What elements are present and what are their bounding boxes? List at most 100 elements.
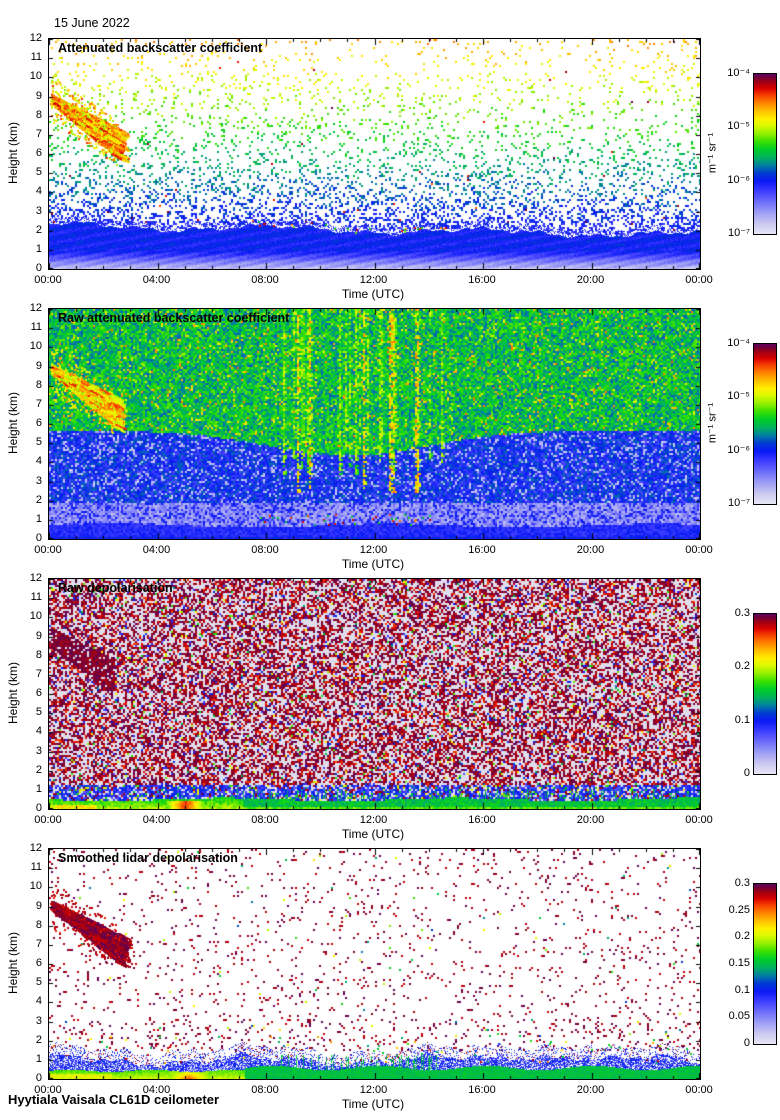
x-tick-label: 04:00 [142,1084,171,1096]
x-tick-label: 20:00 [576,274,605,286]
x-tick-label: 16:00 [468,544,496,556]
y-tick-label: 10 [29,610,42,623]
x-tick-label: 12:00 [359,1084,388,1096]
colorbar-tick-label: 0 [743,1037,750,1049]
y-tick-label: 10 [29,340,42,353]
y-tick-label: 12 [29,572,42,584]
y-tick-label: 2 [35,493,42,506]
y-tick-label: 2 [35,1033,42,1046]
colorbar-tick-label: 0.1 [734,983,750,996]
y-tick-label: 4 [35,185,42,198]
y-tick-label: 12 [29,842,42,854]
y-tick-label: 9 [35,629,42,642]
heatmap-raw-depolarisation [48,578,701,810]
y-tick-label: 10 [29,880,42,893]
x-tick-label: 00:00 [685,544,713,556]
y-tick-label: 12 [29,32,42,44]
colorbar-tick-label: 0.3 [734,877,750,889]
x-tick-label: 04:00 [142,274,171,286]
x-tick-label: 20:00 [576,544,605,556]
heatmap-attenuated-backscatter [48,38,701,270]
y-tick-label: 0 [35,1072,42,1084]
y-tick-label: 5 [35,436,42,449]
colorbar-tick-label: 10⁻⁵ [727,390,750,403]
colorbar-unit-label: m⁻¹ sr⁻¹ [706,132,719,174]
y-tick-label: 3 [35,1014,42,1027]
y-tick-label: 9 [35,89,42,102]
y-tick-label: 4 [35,995,42,1008]
x-tick-label: 12:00 [359,544,388,556]
y-tick-label: 2 [35,223,42,236]
x-axis-label: Time (UTC) [341,287,405,301]
y-tick-label: 9 [35,899,42,912]
y-tick-label: 3 [35,204,42,217]
y-tick-label: 11 [30,591,42,604]
x-tick-label: 04:00 [142,544,171,556]
heatmap-raw-attenuated-backscatter [48,308,701,540]
colorbar-backscatter-2 [753,343,777,505]
y-tick-label: 1 [35,1052,42,1065]
y-tick-label: 11 [30,51,42,64]
x-tick-label: 16:00 [468,274,496,286]
y-tick-label: 3 [35,744,42,757]
colorbar-tick-label: 10⁻⁷ [727,497,750,509]
y-tick-label: 5 [35,976,42,989]
y-tick-label: 10 [29,70,42,83]
y-tick-label: 8 [35,108,42,121]
x-tick-label: 08:00 [251,544,279,556]
x-tick-label: 00:00 [685,814,713,826]
x-tick-label: 00:00 [685,274,713,286]
y-tick-label: 0 [35,532,42,544]
y-tick-label: 7 [35,397,42,410]
colorbar-depolarisation-2 [753,883,777,1045]
x-axis-label: Time (UTC) [341,827,405,841]
y-tick-label: 8 [35,648,42,661]
colorbar-tick-label: 10⁻⁷ [727,227,750,239]
y-tick-label: 5 [35,706,42,719]
x-tick-label: 16:00 [468,1084,496,1096]
x-tick-label: 04:00 [142,814,171,826]
colorbar-tick-label: 0.05 [728,1010,750,1023]
y-tick-label: 7 [35,127,42,140]
x-tick-label: 08:00 [251,1084,279,1096]
colorbar-tick-label: 0.2 [734,660,750,673]
y-tick-label: 7 [35,667,42,680]
y-tick-label: 4 [35,725,42,738]
y-tick-label: 1 [35,782,42,795]
colorbar-tick-label: 0.15 [728,957,750,969]
colorbar-tick-label: 0.25 [728,903,750,916]
x-tick-label: 00:00 [34,1084,62,1096]
x-tick-label: 00:00 [34,274,62,286]
y-tick-label: 3 [35,474,42,487]
y-tick-label: 6 [35,957,42,969]
y-tick-label: 8 [35,378,42,391]
colorbar-tick-label: 10⁻⁴ [727,337,750,349]
colorbar-tick-label: 0.2 [734,930,750,943]
date-label: 15 June 2022 [54,16,130,30]
y-tick-label: 2 [35,763,42,776]
x-tick-label: 12:00 [359,814,388,826]
panel-title-raw-depolarisation: Raw depolarisation [58,581,173,595]
colorbar-tick-label: 0 [743,767,750,779]
y-tick-label: 0 [35,262,42,274]
x-tick-label: 00:00 [34,814,62,826]
x-axis-label: Time (UTC) [341,557,405,571]
x-tick-label: 08:00 [251,814,279,826]
y-tick-label: 11 [30,861,42,874]
colorbar-tick-label: 0.3 [734,607,750,619]
y-tick-label: 5 [35,166,42,179]
colorbar-tick-label: 10⁻⁵ [727,120,750,133]
heatmap-smoothed-lidar-depolarisation [48,848,701,1080]
colorbar-tick-label: 10⁻⁴ [727,67,750,79]
colorbar-depolarisation-1 [753,613,777,775]
y-tick-label: 8 [35,918,42,931]
colorbar-tick-label: 10⁻⁶ [727,173,750,186]
y-tick-label: 11 [30,321,42,334]
x-tick-label: 20:00 [576,1084,605,1096]
x-tick-label: 16:00 [468,814,496,826]
colorbar-unit-label: m⁻¹ sr⁻¹ [706,402,719,444]
colorbar-tick-label: 0.1 [734,713,750,726]
y-tick-label: 4 [35,455,42,468]
y-tick-label: 1 [35,242,42,255]
